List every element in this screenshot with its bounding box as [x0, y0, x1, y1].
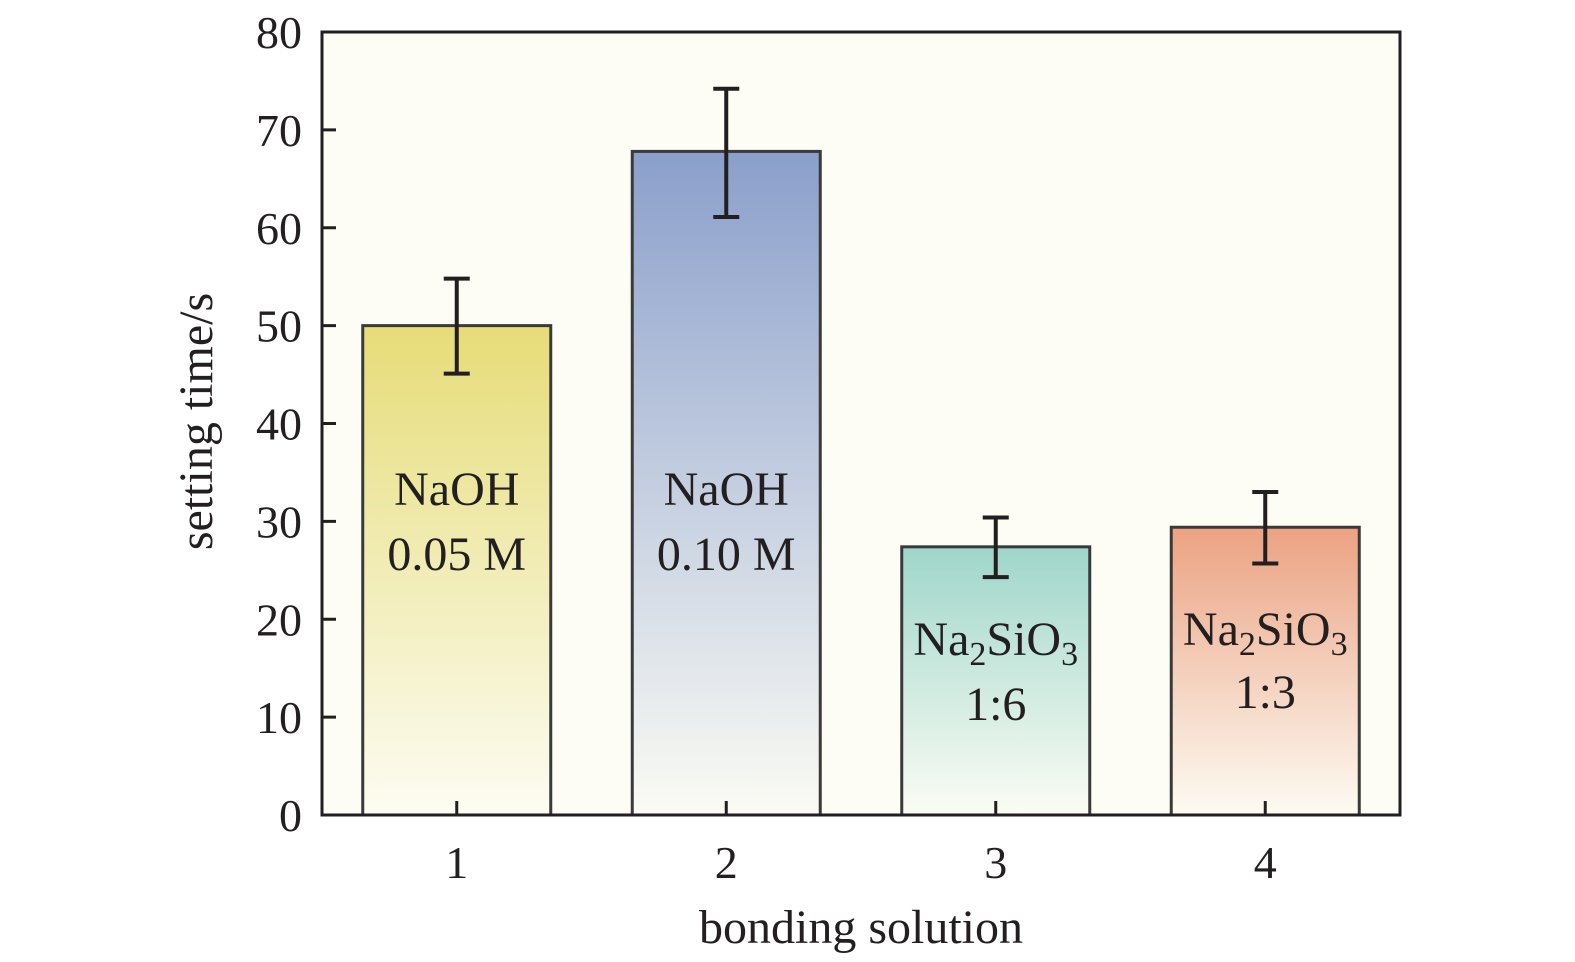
- y-tick-label: 20: [256, 594, 302, 645]
- y-axis-title: setting time/s: [170, 293, 223, 550]
- error-bars: [443, 86, 1279, 580]
- bar-label-line2-1: 0.05 M: [387, 528, 526, 581]
- x-axis-title: bonding solution: [699, 901, 1023, 954]
- y-tick-label: 10: [256, 692, 302, 743]
- bars: [361, 149, 1361, 817]
- x-tick-label: 2: [715, 837, 738, 888]
- y-tick-label: 50: [256, 301, 302, 352]
- y-tick-label: 70: [256, 105, 302, 156]
- y-tick-label: 0: [279, 790, 302, 841]
- bar-label-line1-4: Na2SiO3: [1183, 603, 1348, 663]
- error-bar-4: [1252, 490, 1279, 566]
- error-bar-2: [713, 86, 740, 219]
- y-axis: 0 10 20 30 40 50 60 70 80: [256, 7, 336, 841]
- x-axis: 1 2 3 4: [445, 801, 1277, 888]
- bar-label-line1-1: NaOH: [394, 463, 519, 516]
- error-bar-3: [982, 515, 1009, 580]
- y-tick-label: 60: [256, 203, 302, 254]
- x-tick-label: 4: [1254, 837, 1277, 888]
- y-tick-label: 80: [256, 7, 302, 58]
- x-tick-label: 3: [984, 837, 1007, 888]
- y-tick-label: 30: [256, 496, 302, 547]
- bar-label-line2-2: 0.10 M: [657, 528, 796, 581]
- x-tick-label: 1: [445, 837, 468, 888]
- bar-label-line1-2: NaOH: [664, 463, 789, 516]
- bar-label-line2-4: 1:3: [1235, 666, 1296, 719]
- bar-label-line2-3: 1:6: [965, 678, 1026, 731]
- y-tick-label: 40: [256, 399, 302, 450]
- bar-1: [361, 324, 553, 817]
- bar-3: [900, 545, 1092, 817]
- bar-label-line1-3: Na2SiO3: [913, 613, 1078, 673]
- error-bar-1: [443, 276, 470, 376]
